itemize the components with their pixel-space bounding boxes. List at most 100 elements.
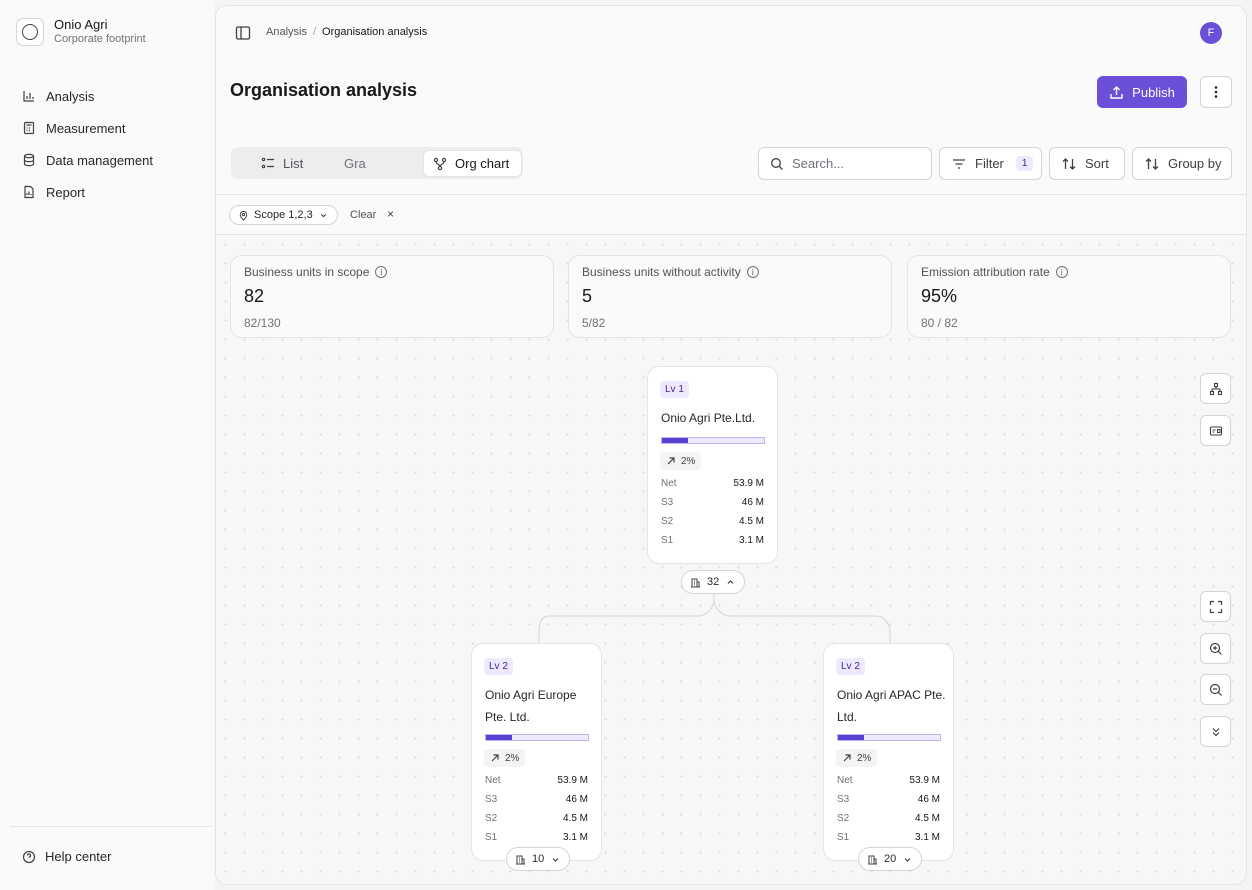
active-filters-row: Scope 1,2,3 Clear × <box>216 194 1246 235</box>
emission-progress-bar <box>661 437 765 444</box>
view-tabs: List Gra Org chart <box>231 147 523 179</box>
breadcrumb: Analysis / Organisation analysis <box>266 26 427 38</box>
children-toggle-button[interactable]: 32 <box>681 570 746 594</box>
sidebar-item-label: Analysis <box>46 88 95 104</box>
children-count: 32 <box>707 576 720 588</box>
metric-value: 46 M <box>741 497 764 508</box>
arrow-up-right-icon <box>667 457 675 465</box>
sidebar-item-measurement[interactable]: Measurement <box>12 112 204 144</box>
metric-row-net: Net 53.9 M <box>661 478 764 489</box>
scope-filter-chip[interactable]: Scope 1,2,3 <box>229 205 338 225</box>
org-node-onio-agri-apac[interactable]: Lv 2 Onio Agri APAC Pte. Ltd. 2% Net 53.9… <box>823 643 954 861</box>
children-toggle-button[interactable]: 20 <box>858 847 923 871</box>
avatar[interactable]: F <box>1200 22 1222 44</box>
publish-button[interactable]: Publish <box>1097 76 1187 108</box>
card-view-button[interactable] <box>1200 415 1231 446</box>
sidebar-item-report[interactable]: Report <box>12 176 204 208</box>
tab-list[interactable]: List <box>261 147 303 179</box>
tab-graph[interactable]: Gra <box>344 147 366 179</box>
metric-row-s1: S1 3.1 M <box>837 832 940 843</box>
trend-badge: 2% <box>660 452 702 470</box>
filter-button[interactable]: Filter 1 <box>939 147 1042 180</box>
metric-key: S2 <box>485 813 498 824</box>
metric-value: 3.1 M <box>738 535 764 546</box>
stat-label-row: Business units without activity i <box>582 265 759 279</box>
hierarchy-layout-button[interactable] <box>1200 373 1231 404</box>
fullscreen-button[interactable] <box>1200 591 1231 622</box>
tab-label: List <box>283 155 304 171</box>
clear-filters-button[interactable]: Clear <box>350 209 377 221</box>
upload-icon <box>1110 85 1123 99</box>
zoom-in-button[interactable] <box>1200 633 1231 664</box>
sidebar-toggle-icon[interactable] <box>235 25 251 41</box>
sidebar-item-analysis[interactable]: Analysis <box>12 80 204 112</box>
close-icon[interactable]: × <box>387 207 395 221</box>
main-panel: Analysis / Organisation analysis F Organ… <box>215 5 1247 885</box>
building-icon <box>691 578 700 587</box>
sort-button[interactable]: Sort <box>1049 147 1125 180</box>
stat-subvalue: 80 / 82 <box>921 316 958 330</box>
stat-label: Business units without activity <box>582 265 741 279</box>
search-icon <box>771 157 783 170</box>
org-chart-canvas[interactable]: Business units in scope i 82 82/130 Busin… <box>216 235 1246 884</box>
search-input[interactable] <box>792 156 912 171</box>
metric-row-s2: S2 4.5 M <box>837 813 940 824</box>
metric-value: 3.1 M <box>562 832 588 843</box>
report-icon <box>24 185 34 199</box>
chevron-up-icon <box>727 579 734 584</box>
org-node-onio-agri[interactable]: Lv 1 Onio Agri Pte.Ltd. 2% Net 53.9 M S3 4… <box>647 366 778 564</box>
stat-label: Emission attribution rate <box>921 265 1050 279</box>
search-box <box>758 147 932 180</box>
group-by-label: Group by <box>1168 156 1222 171</box>
trend-value: 2% <box>505 752 520 764</box>
org-text: Onio Agri Corporate footprint <box>54 17 146 46</box>
fullscreen-icon <box>1209 600 1222 613</box>
stat-card-emission-attribution-rate: Emission attribution rate i 95% 80 / 82 <box>907 255 1231 338</box>
stat-label-row: Emission attribution rate i <box>921 265 1068 279</box>
metric-value: 4.5 M <box>738 516 764 527</box>
org-node-onio-agri-europe[interactable]: Lv 2 Onio Agri Europe Pte. Ltd. 2% Net 53… <box>471 643 602 861</box>
double-chevron-down-icon <box>1212 727 1219 736</box>
building-icon <box>868 855 877 864</box>
chevron-down-icon <box>904 857 911 862</box>
org-switcher[interactable]: Onio Agri Corporate footprint <box>16 17 146 46</box>
level-badge: Lv 1 <box>660 381 689 398</box>
metric-key: Net <box>837 775 853 786</box>
hierarchy-icon <box>1209 382 1222 395</box>
breadcrumb-analysis[interactable]: Analysis <box>266 26 307 38</box>
scope-filter-label: Scope 1,2,3 <box>254 209 313 221</box>
info-icon[interactable]: i <box>1055 266 1068 278</box>
sidebar-item-label: Measurement <box>46 120 126 136</box>
node-name: Onio Agri APAC Pte. Ltd. <box>837 688 946 724</box>
filter-count-badge: 1 <box>1015 156 1034 171</box>
metric-key: S1 <box>661 535 674 546</box>
expand-all-button[interactable] <box>1200 716 1231 747</box>
stat-card-business-units-in-scope: Business units in scope i 82 82/130 <box>230 255 554 338</box>
more-options-button[interactable] <box>1200 76 1232 108</box>
sidebar-item-data-management[interactable]: Data management <box>12 144 204 176</box>
help-center-link[interactable]: Help center <box>22 849 111 864</box>
tab-org-chart[interactable]: Org chart <box>423 150 522 177</box>
metric-row-s3: S3 46 M <box>485 794 588 805</box>
stat-label-row: Business units in scope i <box>244 265 388 279</box>
level-badge: Lv 2 <box>484 658 513 675</box>
metric-key: S3 <box>661 497 674 508</box>
metric-value: 53.9 M <box>557 775 588 786</box>
info-icon[interactable]: i <box>375 266 388 278</box>
zoom-out-button[interactable] <box>1200 674 1231 705</box>
metric-key: S1 <box>837 832 850 843</box>
zoom-out-icon <box>1209 683 1222 696</box>
stat-value: 5 <box>582 286 593 306</box>
emission-progress-bar <box>485 734 589 741</box>
children-toggle-button[interactable]: 10 <box>506 847 571 871</box>
metric-value: 46 M <box>565 794 588 805</box>
arrow-up-right-icon <box>843 754 851 762</box>
stat-card-business-units-without-activity: Business units without activity i 5 5/82 <box>568 255 892 338</box>
trend-value: 2% <box>681 455 696 467</box>
info-icon[interactable]: i <box>746 266 759 278</box>
metric-value: 4.5 M <box>914 813 940 824</box>
group-by-button[interactable]: Group by <box>1132 147 1232 180</box>
stat-subvalue: 5/82 <box>582 316 606 330</box>
metric-row-s3: S3 46 M <box>837 794 940 805</box>
children-count: 10 <box>532 853 545 865</box>
